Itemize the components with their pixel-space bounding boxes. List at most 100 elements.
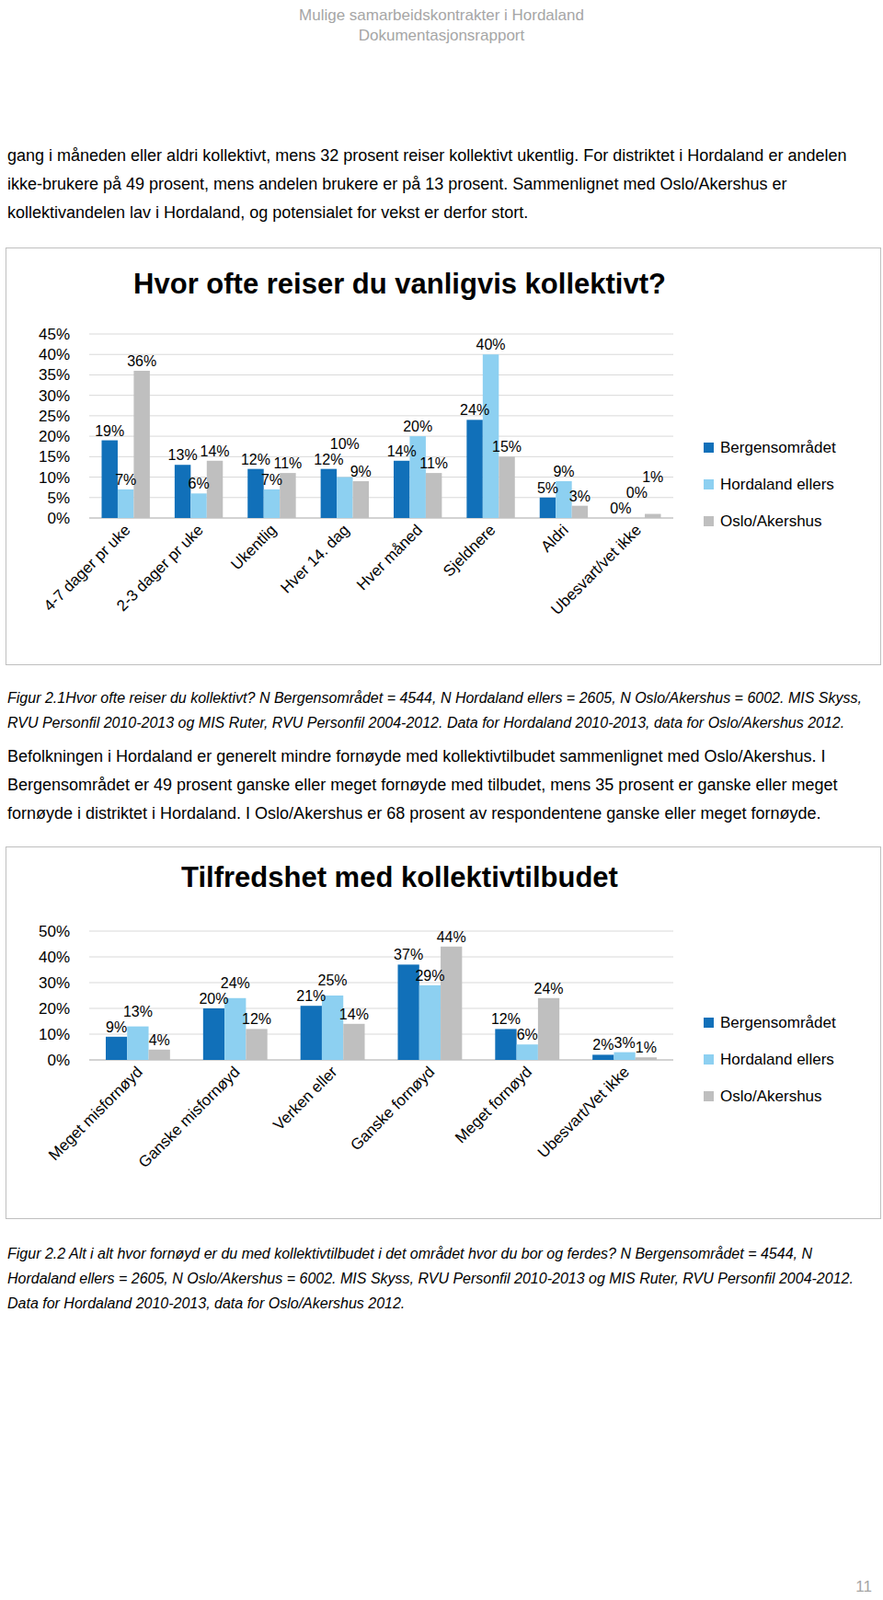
data-label: 1% bbox=[635, 1039, 657, 1056]
bar bbox=[425, 472, 442, 518]
data-label: 25% bbox=[318, 972, 348, 988]
bar bbox=[343, 1023, 365, 1060]
bar bbox=[613, 1052, 635, 1060]
bar bbox=[539, 497, 556, 518]
legend-label: Hordaland ellers bbox=[720, 475, 835, 494]
data-label: 24% bbox=[459, 401, 490, 418]
bar bbox=[440, 946, 462, 1060]
bar bbox=[321, 469, 337, 518]
data-label: 13% bbox=[168, 447, 198, 463]
data-label: 5% bbox=[537, 480, 559, 496]
y-tick-label: 45% bbox=[38, 325, 70, 344]
data-label: 19% bbox=[94, 423, 125, 439]
data-label: 6% bbox=[516, 1026, 539, 1043]
data-label: 20% bbox=[402, 418, 433, 435]
data-label: 14% bbox=[387, 443, 417, 459]
x-tick-label: Meget misfornøyd bbox=[45, 1062, 147, 1164]
legend-label: Oslo/Akershus bbox=[720, 1087, 823, 1105]
y-tick-label: 35% bbox=[38, 366, 70, 384]
plot-area bbox=[105, 946, 657, 1060]
y-tick-label: 20% bbox=[38, 999, 70, 1018]
x-tick-label: Ganske misfornøyd bbox=[135, 1062, 244, 1171]
y-tick-label: 10% bbox=[38, 469, 70, 487]
y-tick-label: 25% bbox=[38, 407, 70, 425]
bar bbox=[538, 997, 560, 1060]
data-label: 11% bbox=[419, 455, 448, 471]
x-tick-label: Ukentlig bbox=[227, 520, 280, 574]
data-label: 9% bbox=[552, 463, 574, 480]
data-label: 7% bbox=[261, 471, 283, 488]
grid-line bbox=[89, 1008, 674, 1010]
bar bbox=[300, 1005, 322, 1060]
data-label: 24% bbox=[220, 974, 251, 991]
data-label: 40% bbox=[476, 336, 506, 353]
bar bbox=[466, 419, 482, 518]
chart-title: Tilfredshet med kollektivtilbudet bbox=[181, 860, 619, 894]
data-label: 12% bbox=[241, 1010, 272, 1027]
bar bbox=[245, 1028, 267, 1060]
x-tick-label: Verken eller bbox=[269, 1062, 341, 1134]
paragraph: Befolkningen i Hordaland er generelt min… bbox=[7, 742, 876, 828]
y-tick-label: 15% bbox=[38, 447, 70, 466]
data-label: 4% bbox=[149, 1032, 171, 1048]
bar bbox=[353, 481, 369, 518]
x-tick-label: Aldri bbox=[537, 520, 572, 555]
bar bbox=[105, 1036, 127, 1060]
x-tick-label: Meget fornøyd bbox=[451, 1062, 536, 1147]
legend-label: Hordaland ellers bbox=[720, 1050, 835, 1068]
data-label: 0% bbox=[609, 500, 631, 517]
data-label: 12% bbox=[313, 451, 344, 468]
header-title: Mulige samarbeidskontrakter i Hordaland bbox=[0, 5, 883, 26]
chart: Hvor ofte reiser du vanligvis kollektivt… bbox=[5, 247, 882, 666]
grid-line bbox=[89, 982, 674, 984]
y-tick-label: 0% bbox=[46, 509, 70, 528]
page-number: 11 bbox=[855, 1577, 872, 1596]
grid-line bbox=[89, 435, 674, 437]
data-label: 24% bbox=[534, 980, 564, 997]
bar bbox=[572, 505, 588, 518]
legend-label: Bergensområdet bbox=[720, 438, 837, 457]
data-label: 3% bbox=[614, 1034, 636, 1051]
x-tick-label: Ganske fornøyd bbox=[346, 1062, 438, 1154]
data-label: 14% bbox=[339, 1006, 369, 1022]
data-label: 29% bbox=[414, 967, 445, 984]
bar bbox=[494, 1028, 517, 1060]
bar bbox=[203, 1008, 225, 1060]
grid-line bbox=[89, 333, 674, 335]
bar bbox=[126, 1026, 149, 1060]
y-tick-label: 30% bbox=[38, 974, 70, 992]
data-label: 37% bbox=[393, 946, 424, 963]
bar bbox=[321, 995, 344, 1060]
data-label: 1% bbox=[642, 469, 664, 485]
paragraph: gang i måneden eller aldri kollektivt, m… bbox=[7, 141, 876, 228]
data-label: 6% bbox=[188, 475, 210, 492]
legend-swatch bbox=[703, 1054, 714, 1065]
data-label: 15% bbox=[492, 438, 522, 455]
grid-line bbox=[89, 374, 674, 376]
y-tick-label: 5% bbox=[46, 489, 70, 507]
bar bbox=[190, 493, 207, 518]
legend-swatch bbox=[703, 1090, 714, 1101]
data-label: 9% bbox=[350, 463, 372, 480]
bar bbox=[117, 489, 134, 518]
grid-line bbox=[89, 394, 674, 396]
bar bbox=[336, 477, 353, 518]
chart-title: Hvor ofte reiser du vanligvis kollektivt… bbox=[133, 267, 666, 300]
bar bbox=[629, 517, 645, 519]
data-label: 13% bbox=[123, 1003, 153, 1020]
data-label: 44% bbox=[436, 928, 467, 945]
bar bbox=[224, 997, 246, 1060]
bar bbox=[516, 1043, 539, 1060]
data-label: 2% bbox=[592, 1036, 614, 1053]
chart-frame bbox=[6, 248, 882, 666]
chart-frame bbox=[6, 847, 882, 1219]
y-tick-label: 40% bbox=[38, 345, 70, 364]
bar bbox=[263, 489, 280, 518]
x-tick-label: Hver 14. dag bbox=[276, 520, 353, 597]
y-tick-label: 40% bbox=[38, 948, 70, 966]
data-label: 12% bbox=[491, 1010, 521, 1027]
x-tick-label: Sjeldnere bbox=[439, 520, 499, 580]
page-header: Mulige samarbeidskontrakter i HordalandD… bbox=[0, 0, 883, 46]
grid-line bbox=[89, 414, 674, 416]
x-tick-label: 2-3 dager pr uke bbox=[113, 520, 207, 615]
